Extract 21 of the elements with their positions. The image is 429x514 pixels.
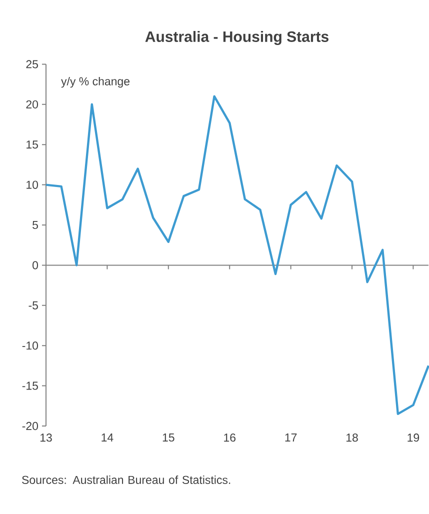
source-note: Sources: Australian Bureau of Statistics.: [22, 476, 230, 484]
x-tick-label: 17: [285, 434, 297, 442]
y-tick-label: 0: [32, 261, 38, 270]
y-tick-label: -5: [28, 301, 38, 310]
y-tick-label: 5: [32, 220, 38, 230]
y-axis-title: y/y % change: [61, 76, 130, 88]
y-tick-label: -10: [22, 342, 38, 350]
y-tick-label: 10: [26, 180, 38, 189]
x-tick-label: 13: [40, 434, 52, 442]
x-tick-label: 15: [162, 434, 174, 442]
y-tick-label: -20: [22, 422, 38, 430]
x-tick-label: 19: [408, 434, 420, 442]
y-tick-label: -15: [22, 382, 38, 390]
x-tick-label: 16: [224, 434, 236, 442]
y-tick-label: 25: [26, 60, 38, 68]
y-tick-label: 15: [26, 140, 38, 149]
x-tick-label: 14: [102, 434, 114, 442]
x-tick-label: 18: [346, 434, 358, 442]
line-series: [44, 95, 429, 416]
chart-title: Australia - Housing Starts: [145, 30, 328, 46]
y-tick-label: 20: [26, 100, 38, 108]
